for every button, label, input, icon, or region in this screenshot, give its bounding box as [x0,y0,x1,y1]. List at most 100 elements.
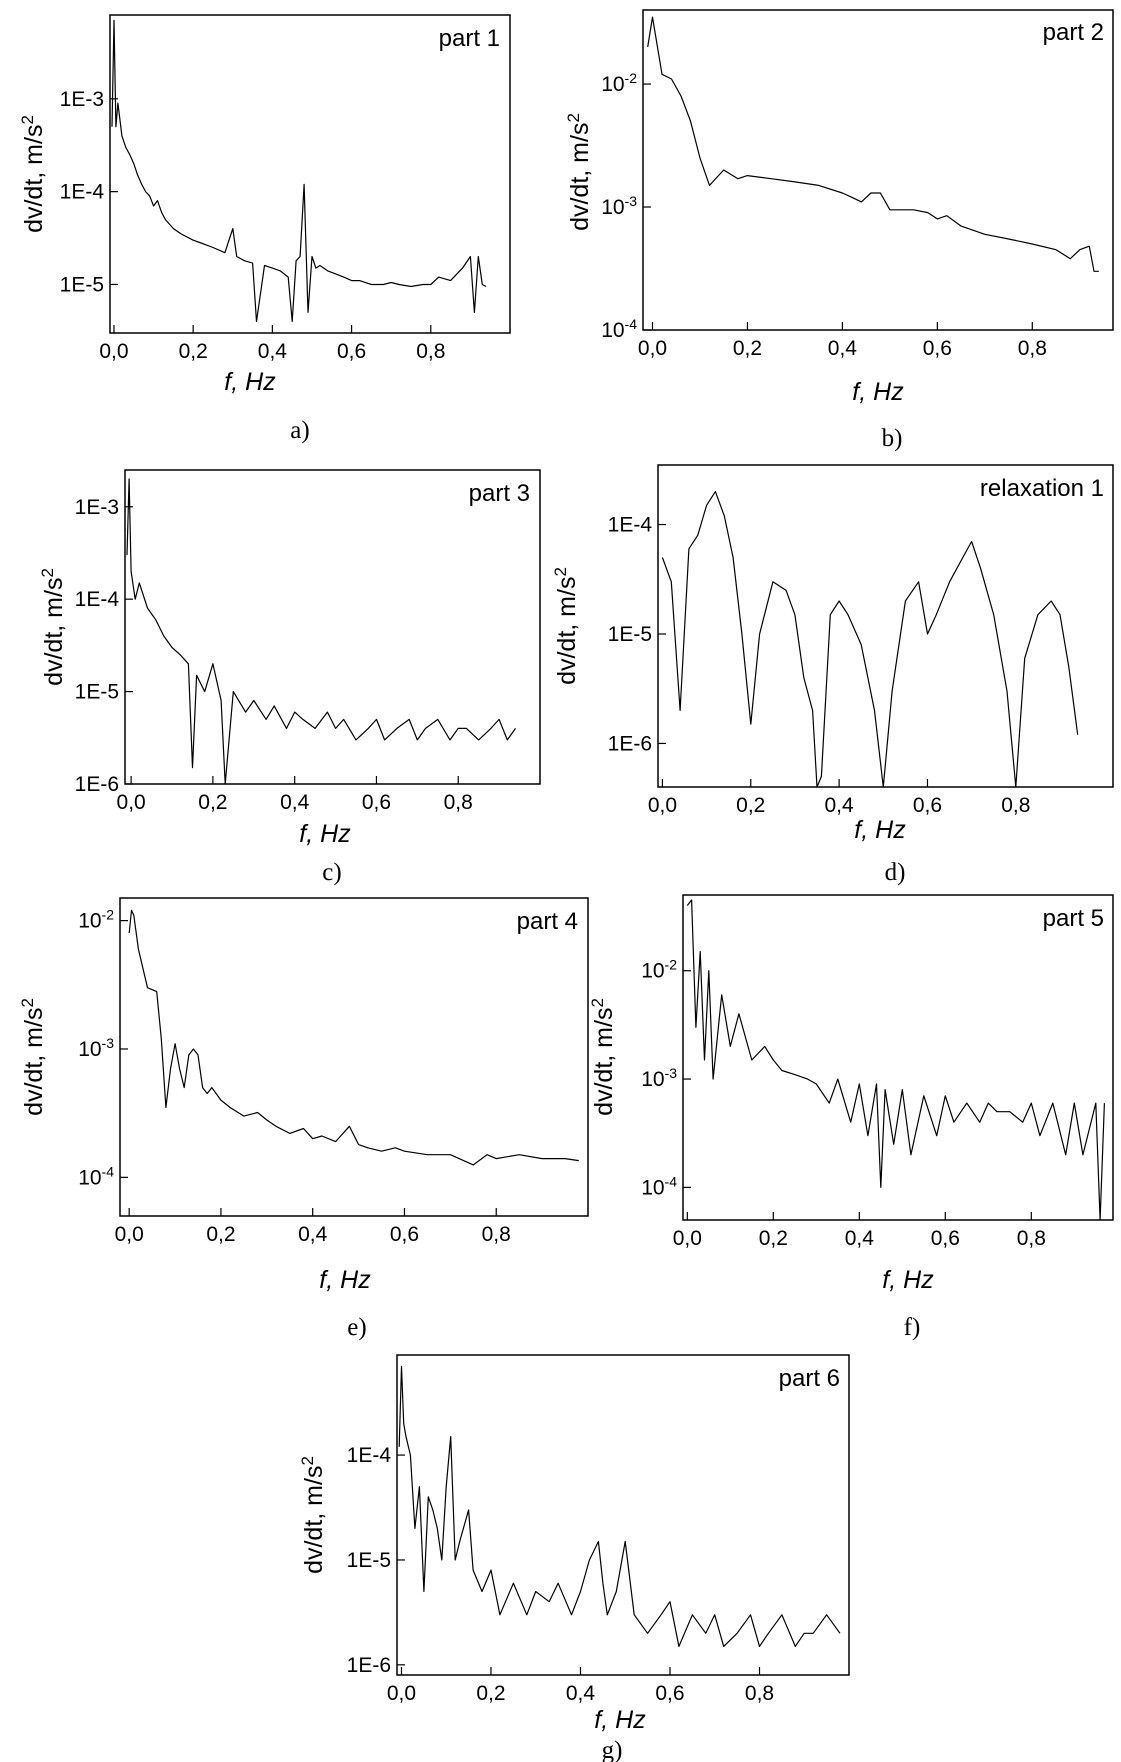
x-tick-label: 0,8 [1018,337,1047,360]
x-tick-label: 0,0 [638,337,667,360]
panel-title: part 2 [1043,19,1104,46]
x-axis-title: f, Hz [224,368,276,396]
y-axis-title: dv/dt, m/s2 [588,998,619,1116]
x-tick-label: 0,2 [206,1223,235,1246]
x-axis-title: f, Hz [852,378,904,406]
y-tick-label: 10-4 [641,1173,677,1199]
y-tick-label: 1E-5 [608,623,652,646]
panel-title: relaxation 1 [980,475,1104,502]
x-tick-label: 0,2 [736,794,765,817]
data-series-line [111,19,487,322]
panel-e: 0,0 0,2 0,4 0,6 0,8 10-4 10-3 10-2 part 4 f, Hz… [18,897,589,1341]
plot-frame [396,1354,850,1676]
x-axis-title: f, Hz [854,816,906,844]
x-axis-title: f, Hz [882,1266,934,1294]
x-tick-label: 0,8 [1017,1227,1046,1250]
y-axis-title: dv/dt, m/s2 [18,998,49,1116]
y-tick-label: 10-2 [641,957,677,983]
plot-frame [109,14,511,334]
x-tick-label: 0,6 [913,794,942,817]
x-tick-label: 0,2 [476,1682,505,1705]
y-axis-title: dv/dt, m/s2 [18,115,49,233]
x-tick-label: 0,4 [845,1227,875,1250]
x-tick-label: 0,8 [444,791,473,814]
data-series-line [686,899,1105,1221]
panel-b: 0,0 0,2 0,4 0,6 0,8 10-4 10-3 10-2 part 2 f, Hz… [564,9,1114,452]
x-tick-label: 0,0 [387,1682,416,1705]
panel-a: 0,0 0,2 0,4 0,6 0,8 1E-5 1E-4 1E-3 part 1 f, Hz… [18,14,511,444]
panel-caption: a) [290,417,309,444]
x-tick-label: 0,6 [931,1227,960,1250]
panel-caption: b) [882,425,903,452]
y-axis-title: dv/dt, m/s2 [551,567,582,685]
x-tick-label: 0,2 [179,340,208,363]
plot-frame [124,469,541,785]
x-tick-label: 0,4 [298,1223,328,1246]
y-axis-title: dv/dt, m/s2 [564,113,595,231]
panel-caption: e) [347,1314,366,1341]
y-tick-label: 1E-4 [60,181,105,204]
x-tick-label: 0,0 [117,791,146,814]
x-tick-label: 0,6 [923,337,952,360]
x-tick-label: 0,6 [337,340,366,363]
y-tick-label: 10-3 [78,1035,114,1061]
y-tick-label: 10-3 [601,193,637,219]
panel-f: 0,0 0,2 0,4 0,6 0,8 10-4 10-3 10-2 part 5 f, Hz… [588,894,1114,1341]
y-tick-label: 10-4 [601,316,637,342]
x-tick-label: 0,6 [655,1682,684,1705]
panel-caption: g) [602,1737,623,1762]
y-tick-label: 1E-6 [347,1654,391,1677]
panel-title: part 4 [517,908,578,935]
panel-c: 0,0 0,2 0,4 0,6 0,8 1E-6 1E-5 1E-4 1E-3 part 3 f… [38,469,541,886]
y-tick-label: 1E-5 [347,1549,391,1572]
x-tick-label: 0,4 [825,794,855,817]
data-series-line [126,478,516,785]
y-tick-label: 1E-4 [608,514,653,537]
y-tick-label: 10-2 [78,907,114,933]
x-tick-label: 0,4 [828,337,858,360]
y-axis-title: dv/dt, m/s2 [38,568,69,686]
x-axis-title: f, Hz [319,1266,371,1294]
y-tick-label: 1E-5 [75,681,119,704]
y-tick-label: 1E-3 [75,496,119,519]
y-tick-label: 1E-3 [60,88,104,111]
plot-frame [657,464,1114,788]
plot-frame [682,894,1114,1221]
x-tick-label: 0,2 [198,791,227,814]
panel-g: 0,0 0,2 0,4 0,6 0,8 1E-6 1E-5 1E-4 part 6 f, Hz… [298,1354,850,1762]
y-tick-label: 10-2 [601,70,637,96]
panel-title: part 1 [439,25,500,52]
x-axis-title: f, Hz [299,820,351,848]
panel-caption: c) [322,859,341,886]
x-tick-label: 0,0 [99,340,128,363]
x-tick-label: 0,8 [1001,794,1030,817]
x-tick-label: 0,0 [648,794,677,817]
y-tick-label: 10-3 [641,1065,677,1091]
x-tick-label: 0,6 [390,1223,419,1246]
x-axis-title: f, Hz [594,1706,646,1734]
x-tick-label: 0,2 [733,337,762,360]
y-tick-label: 1E-6 [608,732,652,755]
x-tick-label: 0,4 [258,340,288,363]
y-tick-label: 1E-5 [60,273,104,296]
x-tick-label: 0,6 [362,791,391,814]
x-tick-label: 0,2 [759,1227,788,1250]
plot-frame [642,9,1114,331]
y-tick-label: 1E-4 [75,588,120,611]
panel-caption: d) [885,859,906,886]
panel-d: 0,0 0,2 0,4 0,6 0,8 1E-6 1E-5 1E-4 relaxation 1… [551,464,1114,886]
data-series-line [128,909,579,1166]
data-series-line [398,1365,841,1647]
panel-title: part 6 [779,1365,840,1392]
x-tick-label: 0,4 [566,1682,596,1705]
data-series-line [661,491,1079,788]
x-tick-label: 0,0 [673,1227,702,1250]
data-series-line [647,16,1099,272]
panel-title: part 3 [469,480,530,507]
y-tick-label: 1E-6 [75,773,119,796]
panel-title: part 5 [1043,905,1104,932]
x-tick-label: 0,8 [416,340,445,363]
x-tick-label: 0,0 [115,1223,144,1246]
plot-frame [119,897,589,1217]
